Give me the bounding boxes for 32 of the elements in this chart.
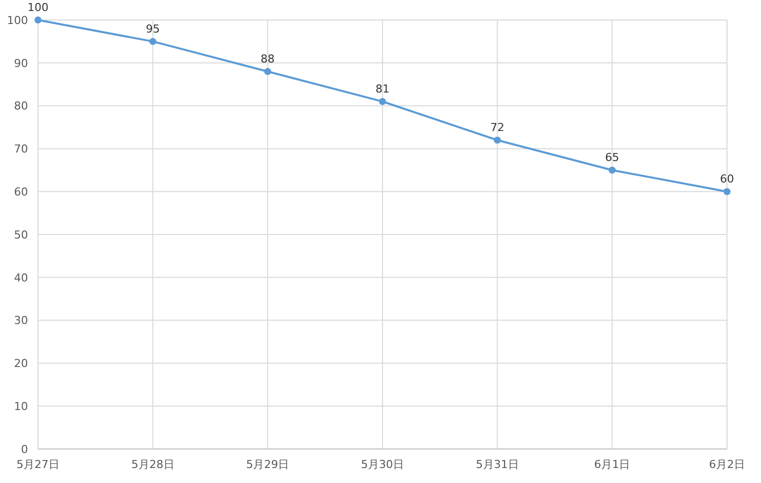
x-tick-label: 5月30日 bbox=[361, 458, 404, 471]
point bbox=[724, 188, 730, 196]
x-tick-label: 5月27日 bbox=[16, 458, 60, 471]
data-label: 60 bbox=[720, 172, 734, 186]
x-tick-label: 6月1日 bbox=[594, 458, 630, 471]
y-tick-label: 70 bbox=[14, 142, 28, 156]
data-label: 65 bbox=[605, 151, 620, 164]
data-label: 100 bbox=[28, 1, 48, 14]
y-tick-label: 10 bbox=[14, 400, 28, 413]
y-tick-label: 20 bbox=[14, 357, 28, 370]
point bbox=[149, 38, 156, 45]
y-tick-label: 40 bbox=[14, 271, 28, 284]
point bbox=[494, 136, 501, 144]
y-tick-label: 0 bbox=[21, 442, 28, 456]
x-tick-label: 5月28日 bbox=[131, 458, 174, 471]
point bbox=[379, 98, 386, 106]
data-label: 95 bbox=[146, 22, 160, 36]
data-label: 88 bbox=[260, 52, 275, 66]
y-tick-label: 100 bbox=[7, 14, 28, 27]
data-label: 72 bbox=[490, 121, 504, 134]
data-label: 81 bbox=[376, 82, 390, 96]
point bbox=[34, 16, 42, 24]
point bbox=[608, 166, 616, 174]
y-tick-label: 90 bbox=[14, 56, 28, 70]
x-tick-label: 5月29日 bbox=[246, 458, 290, 471]
x-tick-label: 5月31日 bbox=[476, 458, 519, 471]
y-tick-label: 30 bbox=[14, 314, 28, 328]
point bbox=[264, 68, 272, 75]
y-tick-label: 60 bbox=[14, 185, 28, 198]
x-tick-label: 6月2日 bbox=[709, 458, 745, 471]
y-tick-label: 50 bbox=[14, 228, 28, 242]
y-tick-label: 80 bbox=[14, 100, 28, 113]
